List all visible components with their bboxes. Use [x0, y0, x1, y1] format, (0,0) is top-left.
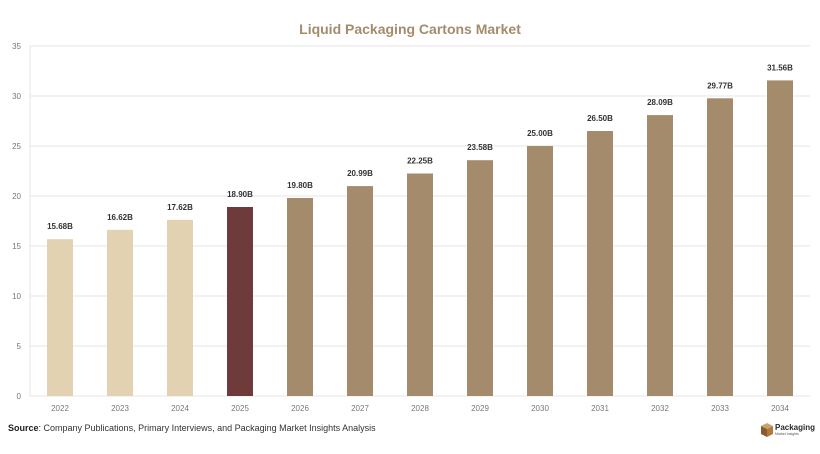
data-label: 31.56B	[767, 63, 793, 72]
data-label: 22.25B	[407, 157, 433, 166]
chart-title: Liquid Packaging Cartons Market	[299, 21, 521, 37]
company-logo: Packaging Market Insights	[761, 420, 817, 442]
x-tick-label: 2030	[531, 404, 549, 413]
x-tick-label: 2027	[351, 404, 369, 413]
data-label: 28.09B	[647, 98, 673, 107]
bar	[407, 173, 433, 396]
logo-cube-icon	[761, 423, 773, 437]
x-tick-label: 2025	[231, 404, 249, 413]
data-label: 25.00B	[527, 129, 553, 138]
logo-title: Packaging	[775, 423, 816, 432]
data-label: 26.50B	[587, 114, 613, 123]
y-tick-label: 20	[12, 192, 21, 201]
x-tick-label: 2022	[51, 404, 69, 413]
data-label: 23.58B	[467, 143, 493, 152]
data-label: 29.77B	[707, 81, 733, 90]
logo-subtitle: Market Insights	[775, 432, 799, 436]
y-tick-label: 35	[12, 42, 21, 51]
y-tick-label: 30	[12, 92, 21, 101]
data-label: 18.90B	[227, 190, 253, 199]
x-tick-label: 2034	[771, 404, 789, 413]
x-tick-label: 2032	[651, 404, 669, 413]
bar-chart: 0510152025303515.68B202216.62B202317.62B…	[12, 42, 810, 413]
source-label: Source	[8, 423, 39, 433]
bar	[767, 80, 793, 397]
source-note: Source: Company Publications, Primary In…	[8, 423, 376, 433]
data-label: 20.99B	[347, 169, 373, 178]
data-label: 16.62B	[107, 213, 133, 222]
bar	[467, 160, 493, 396]
y-tick-label: 25	[12, 142, 21, 151]
bar	[707, 98, 733, 397]
x-tick-label: 2026	[291, 404, 309, 413]
bar	[347, 186, 373, 396]
bar	[287, 198, 313, 396]
data-label: 19.80B	[287, 181, 313, 190]
data-label: 15.68B	[47, 222, 73, 231]
bar	[47, 239, 73, 396]
bar	[587, 131, 613, 396]
x-tick-label: 2031	[591, 404, 609, 413]
x-tick-label: 2028	[411, 404, 429, 413]
bar	[647, 115, 673, 396]
x-tick-label: 2024	[171, 404, 189, 413]
source-text: : Company Publications, Primary Intervie…	[38, 423, 376, 433]
x-tick-label: 2029	[471, 404, 489, 413]
y-tick-label: 10	[12, 292, 21, 301]
y-tick-label: 15	[12, 242, 21, 251]
bar	[227, 207, 253, 396]
x-tick-label: 2023	[111, 404, 129, 413]
x-tick-label: 2033	[711, 404, 729, 413]
bar	[167, 219, 193, 396]
y-tick-label: 0	[17, 392, 22, 401]
y-tick-label: 5	[17, 342, 22, 351]
bar	[107, 229, 133, 396]
data-label: 17.62B	[167, 203, 193, 212]
bar	[527, 146, 553, 396]
